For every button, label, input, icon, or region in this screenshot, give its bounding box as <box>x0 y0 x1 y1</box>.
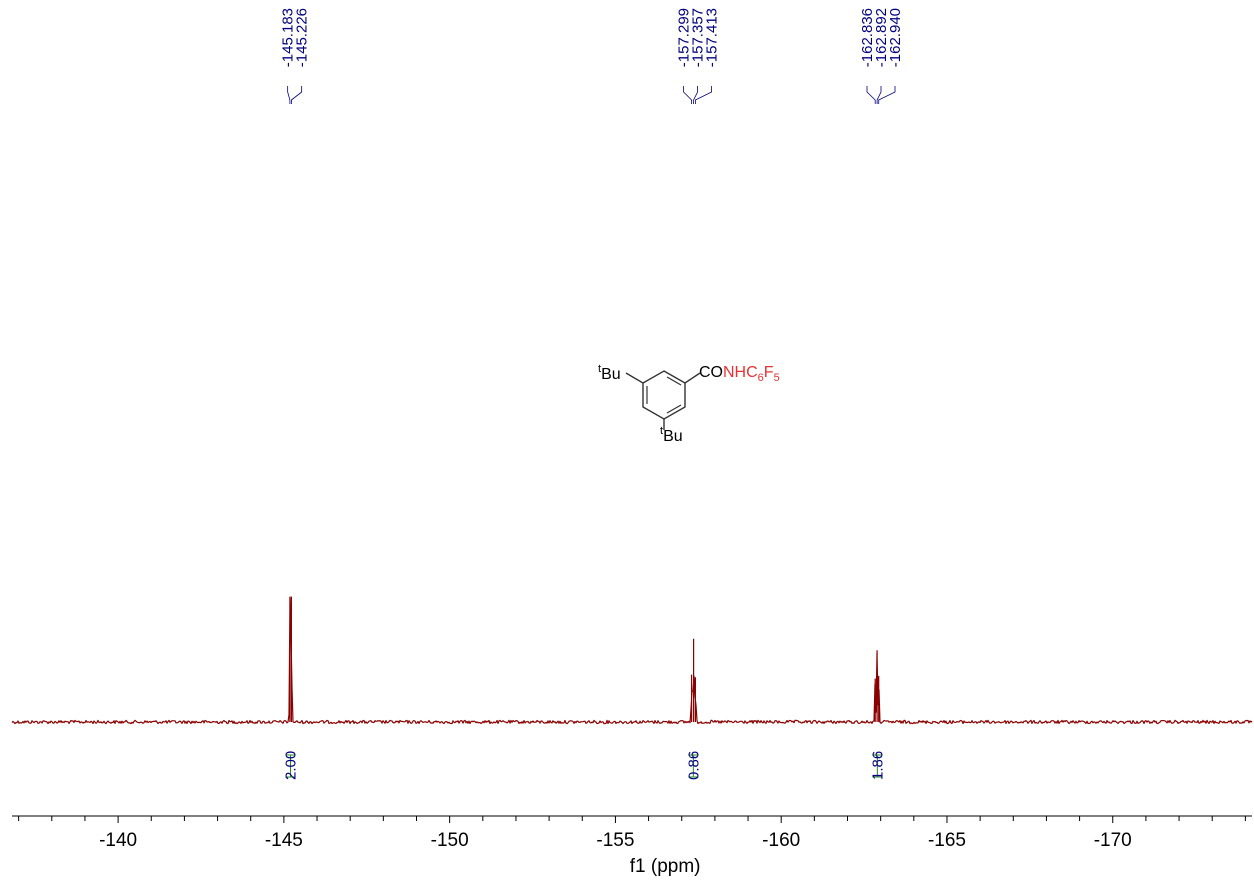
peak-labels: -145.183-145.226 -157.299-157.357-157.413… <box>280 8 904 104</box>
spectrum-trace <box>11 596 1253 725</box>
integrals: 2.00 0.86 1.86 <box>283 751 887 780</box>
peak-label: -162.892 <box>873 8 890 67</box>
peak-label-connector <box>866 86 876 104</box>
peak-label-group: -157.299-157.357-157.413 <box>676 8 721 104</box>
integral-region: 1.86 <box>869 751 886 780</box>
benzene-ring <box>642 370 686 420</box>
peak-label-group: -145.183-145.226 <box>280 8 311 104</box>
peak-label-group: -162.836-162.892-162.940 <box>859 8 904 104</box>
tick-label: -150 <box>431 830 469 851</box>
tbu-top-label: tBu <box>598 363 621 383</box>
integral-value: 0.86 <box>685 751 702 780</box>
bond-right <box>684 372 701 384</box>
x-axis-title: f1 (ppm) <box>630 856 701 877</box>
peak-label-connector <box>291 86 303 104</box>
bond-left <box>625 372 644 384</box>
ring-double-bond <box>666 404 682 414</box>
amide-group-label: CONHC6F5 <box>699 364 780 384</box>
tick-label: -165 <box>928 830 966 851</box>
peak-label-connector <box>878 86 896 104</box>
x-axis: -140 -145 -150 -155 -160 -165 -170 f1 (ppm) <box>12 815 1252 877</box>
peak-label-connector <box>683 86 692 104</box>
peak-label: -157.413 <box>704 8 721 67</box>
integral-region: 0.86 <box>685 751 702 780</box>
peak-label-connector <box>287 86 291 104</box>
tick-label: -160 <box>762 830 800 851</box>
integral-value: 2.00 <box>283 751 300 780</box>
integral-value: 1.86 <box>869 751 886 780</box>
tbu-bottom-label: tBu <box>660 425 683 445</box>
peak-label-connector <box>693 86 698 104</box>
peak-label-connector <box>876 86 882 104</box>
peak-label: -162.940 <box>887 8 904 67</box>
tick-label: -140 <box>99 830 137 851</box>
integral-region: 2.00 <box>283 751 300 780</box>
ring-double-bond <box>666 376 682 386</box>
molecule-structure: tBu tBu CONHC6F5 <box>598 363 780 445</box>
peak-label: -145.183 <box>280 8 297 67</box>
peak-label: -145.226 <box>294 8 311 67</box>
tick-label: -170 <box>1094 830 1132 851</box>
tick-label: -155 <box>596 830 634 851</box>
peak-label: -157.299 <box>676 8 693 67</box>
peak-label: -157.357 <box>690 8 707 67</box>
peak-label-connector <box>695 86 712 104</box>
peak-label: -162.836 <box>859 8 876 67</box>
tick-label: -145 <box>265 830 303 851</box>
